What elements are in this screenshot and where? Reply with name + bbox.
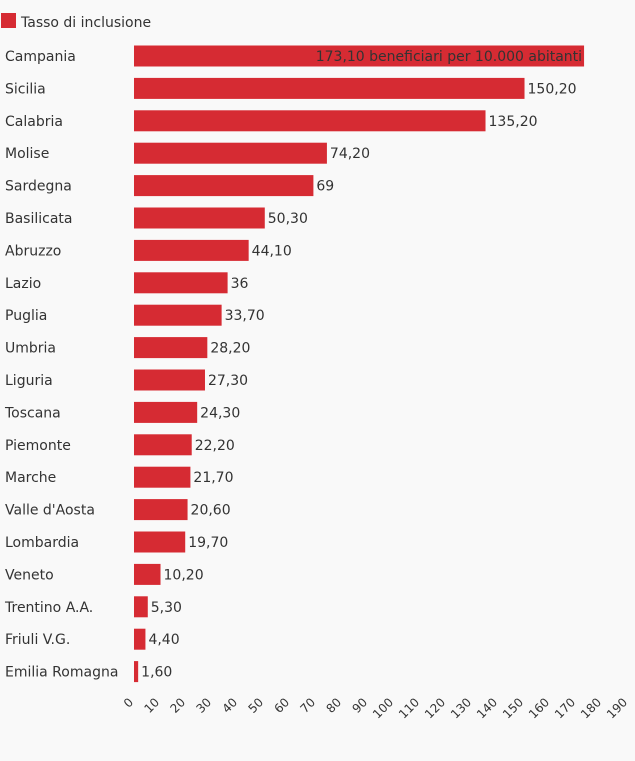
category-label: Umbria	[5, 341, 56, 357]
data-label: 22,20	[195, 438, 235, 454]
data-label: 1,60	[141, 665, 172, 681]
x-tick-label: 30	[193, 695, 214, 716]
data-label: 27,30	[208, 373, 248, 389]
bar	[134, 499, 188, 521]
x-tick-label: 120	[422, 695, 448, 721]
bar	[134, 628, 146, 650]
x-tick-label: 50	[245, 695, 266, 716]
bar	[134, 272, 228, 294]
x-tick-label: 70	[297, 695, 318, 716]
data-label: 24,30	[200, 405, 240, 421]
category-label: Puglia	[5, 308, 47, 324]
category-label: Lazio	[5, 276, 41, 292]
data-label: 150,20	[528, 81, 577, 97]
bar	[134, 45, 585, 67]
x-tick-label: 110	[396, 695, 422, 721]
data-label: 5,30	[151, 600, 182, 616]
legend-label: Tasso di inclusione	[20, 15, 151, 31]
bar	[134, 661, 139, 683]
bar	[134, 77, 525, 99]
data-label: 74,20	[330, 146, 370, 162]
bar	[134, 369, 205, 391]
data-label: 28,20	[210, 341, 250, 357]
data-label: 135,20	[489, 114, 538, 130]
legend-swatch	[1, 13, 16, 28]
category-label: Sardegna	[5, 179, 72, 195]
category-label: Calabria	[5, 114, 63, 130]
data-label: 21,70	[193, 470, 233, 486]
x-tick-label: 150	[500, 695, 526, 721]
bar	[134, 466, 191, 488]
x-tick-label: 0	[121, 695, 136, 710]
category-label: Piemonte	[5, 438, 71, 454]
x-tick-label: 180	[578, 695, 604, 721]
category-label: Sicilia	[5, 81, 46, 97]
bar	[134, 239, 249, 261]
data-label: 10,20	[164, 567, 204, 583]
category-label: Basilicata	[5, 211, 73, 227]
category-label: Abruzzo	[5, 243, 61, 259]
bar	[134, 304, 222, 326]
x-tick-label: 10	[141, 695, 162, 716]
bar	[134, 401, 198, 423]
data-label: 4,40	[148, 632, 179, 648]
bar	[134, 110, 486, 132]
category-label: Valle d'Aosta	[5, 503, 95, 519]
category-label: Liguria	[5, 373, 53, 389]
data-label: 173,10 beneficiari per 10.000 abitanti	[316, 49, 582, 65]
x-tick-label: 20	[167, 695, 188, 716]
bar	[134, 207, 265, 229]
x-tick-label: 170	[552, 695, 578, 721]
x-tick-label: 80	[323, 695, 344, 716]
x-tick-label: 60	[271, 695, 292, 716]
category-label: Veneto	[5, 567, 54, 583]
data-label: 44,10	[252, 243, 292, 259]
category-label: Lombardia	[5, 535, 79, 551]
x-tick-label: 40	[219, 695, 240, 716]
bar	[134, 142, 327, 164]
x-tick-label: 190	[604, 695, 630, 721]
data-label: 69	[316, 179, 334, 195]
data-label: 19,70	[188, 535, 228, 551]
bar	[134, 337, 208, 359]
data-label: 36	[231, 276, 249, 292]
category-label: Trentino A.A.	[4, 600, 93, 616]
x-tick-label: 130	[448, 695, 474, 721]
data-label: 20,60	[191, 503, 231, 519]
category-label: Molise	[5, 146, 49, 162]
data-label: 50,30	[268, 211, 308, 227]
bar	[134, 596, 148, 618]
category-label: Friuli V.G.	[5, 632, 70, 648]
bar	[134, 531, 186, 553]
category-label: Campania	[5, 49, 76, 65]
x-tick-label: 160	[526, 695, 552, 721]
category-label: Marche	[5, 470, 56, 486]
category-label: Emilia Romagna	[5, 665, 118, 681]
data-label: 33,70	[225, 308, 265, 324]
bar	[134, 434, 192, 456]
x-tick-label: 100	[370, 695, 396, 721]
x-tick-label: 140	[474, 695, 500, 721]
bar	[134, 175, 314, 197]
category-label: Toscana	[4, 405, 61, 421]
bar	[134, 563, 161, 585]
x-tick-label: 90	[349, 695, 370, 716]
